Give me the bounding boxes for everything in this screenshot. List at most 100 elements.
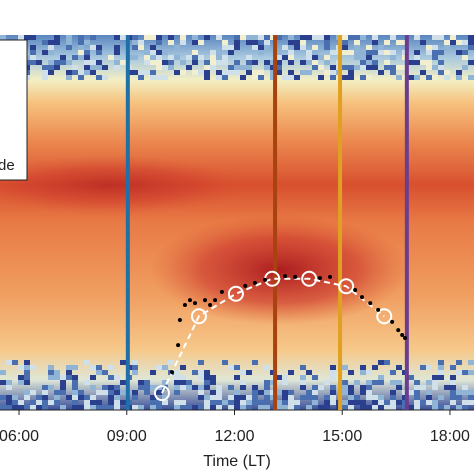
heatmap-cell [42, 385, 48, 390]
heatmap-cell [366, 395, 372, 400]
heatmap-cell [450, 375, 456, 380]
heatmap-cell [108, 55, 114, 60]
heatmap-cell [264, 385, 270, 390]
heatmap-cell [108, 405, 114, 410]
heatmap-cell [414, 400, 420, 405]
heatmap-cell [132, 390, 138, 395]
heatmap-cell [60, 60, 66, 65]
heatmap-cell [312, 400, 318, 405]
heatmap-cell [438, 60, 444, 65]
heatmap-cell [156, 65, 162, 70]
heatmap-cell [120, 380, 126, 385]
heatmap-cell [54, 400, 60, 405]
heatmap-cell [168, 65, 174, 70]
heatmap-cell [42, 65, 48, 70]
heatmap-cell [438, 405, 444, 410]
heatmap-cell [78, 40, 84, 45]
heatmap-cell [156, 60, 162, 65]
heatmap-cell [36, 405, 42, 410]
heatmap-cell [48, 70, 54, 75]
heatmap-cell [456, 50, 462, 55]
heatmap-cell [360, 75, 366, 80]
heatmap-cell [216, 70, 222, 75]
heatmap-cell [450, 400, 456, 405]
heatmap-cell [324, 380, 330, 385]
heatmap-cell [384, 50, 390, 55]
heatmap-cell [342, 40, 348, 45]
heatmap-cell [264, 380, 270, 385]
heatmap-cell [426, 65, 432, 70]
heatmap-cell [300, 45, 306, 50]
heatmap-cell [198, 70, 204, 75]
heatmap-cell [360, 405, 366, 410]
heatmap-cell [288, 50, 294, 55]
heatmap-cell [216, 75, 222, 80]
heatmap-cell [204, 375, 210, 380]
heatmap-cell [372, 400, 378, 405]
heatmap-cell [264, 400, 270, 405]
heatmap-cell [438, 360, 444, 365]
heatmap-cell [312, 45, 318, 50]
heatmap-cell [384, 65, 390, 70]
heatmap-cell [228, 365, 234, 370]
heatmap-cell [234, 60, 240, 65]
heatmap-cell [264, 40, 270, 45]
heatmap-cell [360, 385, 366, 390]
heatmap-cell [90, 60, 96, 65]
heatmap-cell [132, 360, 138, 365]
heatmap-cell [348, 70, 354, 75]
heatmap-cell [138, 70, 144, 75]
heatmap-cell [300, 385, 306, 390]
heatmap-cell [270, 60, 276, 65]
heatmap-cell [306, 60, 312, 65]
heatmap-cell [24, 370, 30, 375]
heatmap-cell [252, 385, 258, 390]
heatmap-cell [180, 70, 186, 75]
heatmap-cell [276, 65, 282, 70]
heatmap-cell [372, 50, 378, 55]
heatmap-cell [240, 405, 246, 410]
data-dot [203, 298, 208, 303]
heatmap-cell [96, 390, 102, 395]
heatmap-cell [156, 75, 162, 80]
heatmap-cell [348, 390, 354, 395]
heatmap-cell [276, 60, 282, 65]
heatmap-cell [348, 35, 354, 40]
data-dot [359, 295, 364, 300]
heatmap-cell [414, 395, 420, 400]
heatmap-cell [360, 400, 366, 405]
heatmap-cell [150, 400, 156, 405]
heatmap-cell [42, 75, 48, 80]
heatmap-cell [372, 65, 378, 70]
heatmap-cell [204, 405, 210, 410]
heatmap-cell [456, 370, 462, 375]
heatmap-cell [366, 55, 372, 60]
heatmap-cell [432, 65, 438, 70]
data-dot [213, 298, 218, 303]
heatmap-cell [84, 60, 90, 65]
heatmap-cell [258, 45, 264, 50]
heatmap-cell [120, 60, 126, 65]
heatmap-cell [462, 65, 468, 70]
heatmap-cell [378, 405, 384, 410]
heatmap-cell [282, 55, 288, 60]
heatmap-cell [84, 395, 90, 400]
heatmap-cell [114, 60, 120, 65]
heatmap-cell [108, 385, 114, 390]
heatmap-cell [168, 360, 174, 365]
heatmap-cell [450, 395, 456, 400]
heatmap-cell [144, 70, 150, 75]
heatmap-cell [54, 35, 60, 40]
heatmap-cell [96, 400, 102, 405]
heatmap-cell [186, 55, 192, 60]
heatmap-cell [216, 60, 222, 65]
heatmap-cell [12, 360, 18, 365]
heatmap-cell [366, 370, 372, 375]
heatmap-cell [132, 45, 138, 50]
heatmap-cell [216, 395, 222, 400]
heatmap-cell [414, 50, 420, 55]
heatmap-cell [54, 370, 60, 375]
heatmap-cell [84, 405, 90, 410]
heatmap-cell [42, 400, 48, 405]
heatmap-cell [372, 380, 378, 385]
